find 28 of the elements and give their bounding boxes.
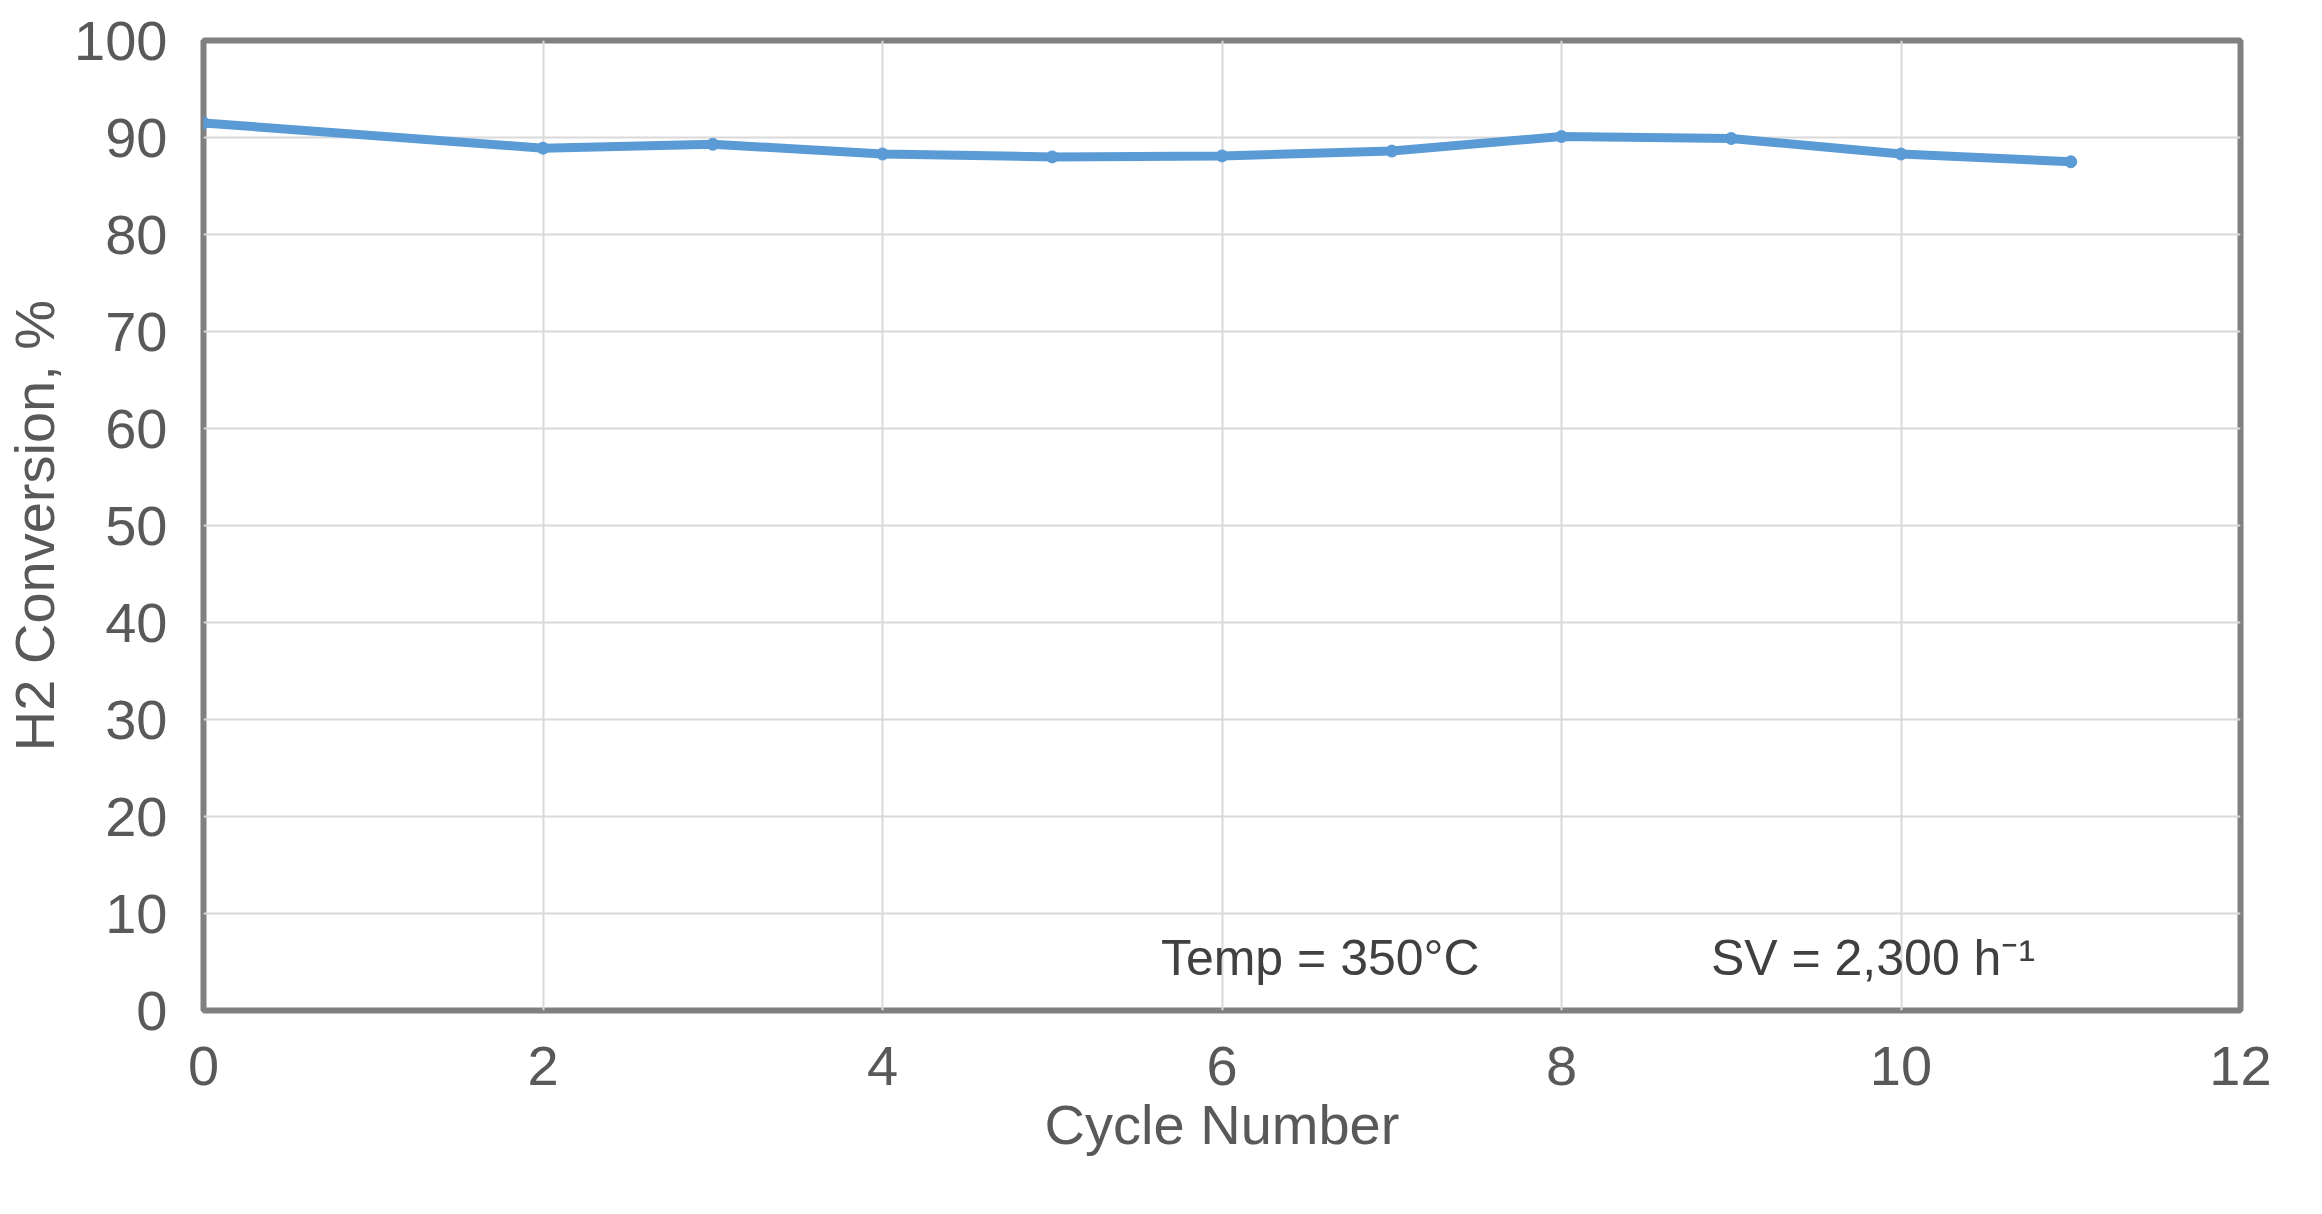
annotation: Temp = 350°C bbox=[1160, 930, 1480, 987]
y-tick-label: 40 bbox=[105, 590, 168, 654]
point bbox=[876, 147, 889, 161]
y-tick-label: 10 bbox=[105, 881, 168, 945]
point bbox=[1385, 144, 1399, 158]
point bbox=[1555, 130, 1568, 144]
point bbox=[2064, 155, 2078, 169]
y-tick-label: 70 bbox=[105, 299, 168, 363]
annotation: SV = 2,300 h⁻¹ bbox=[1710, 930, 2036, 987]
y-tick-label: 60 bbox=[105, 396, 168, 460]
x-tick-label: 12 bbox=[2209, 1033, 2272, 1097]
point bbox=[536, 141, 550, 155]
x-tick-label: 0 bbox=[187, 1033, 220, 1097]
x-tick-label: 8 bbox=[1545, 1033, 1578, 1097]
y-tick-label: 20 bbox=[105, 784, 168, 848]
y-tick-label: 80 bbox=[105, 202, 168, 266]
y-tick-label: 90 bbox=[105, 105, 168, 169]
x-tick-label: 10 bbox=[1869, 1033, 1933, 1097]
x-tick-label: 4 bbox=[866, 1033, 899, 1097]
point bbox=[1045, 150, 1059, 164]
point bbox=[1894, 147, 1908, 161]
y-tick-label: 30 bbox=[105, 687, 168, 751]
y-tick-label: 50 bbox=[105, 493, 168, 557]
y-tick-label: 100 bbox=[74, 8, 168, 72]
x-tick-label: 2 bbox=[527, 1033, 559, 1097]
y-tick-label: 0 bbox=[136, 978, 168, 1042]
y-axis-title: H2 Conversion, % bbox=[3, 299, 67, 752]
point bbox=[1215, 149, 1229, 163]
